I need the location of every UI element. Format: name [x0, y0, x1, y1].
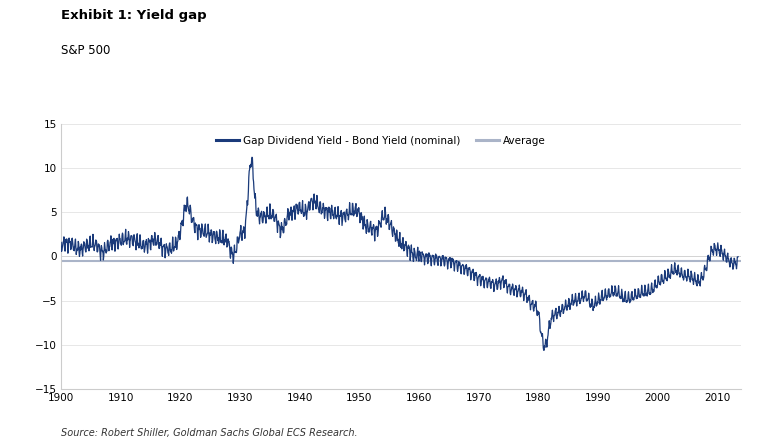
Legend: Gap Dividend Yield - Bond Yield (nominal), Average: Gap Dividend Yield - Bond Yield (nominal… [212, 132, 550, 150]
Text: Exhibit 1: Yield gap: Exhibit 1: Yield gap [61, 9, 207, 22]
Text: S&P 500: S&P 500 [61, 44, 111, 57]
Text: Source: Robert Shiller, Goldman Sachs Global ECS Research.: Source: Robert Shiller, Goldman Sachs Gl… [61, 427, 358, 438]
